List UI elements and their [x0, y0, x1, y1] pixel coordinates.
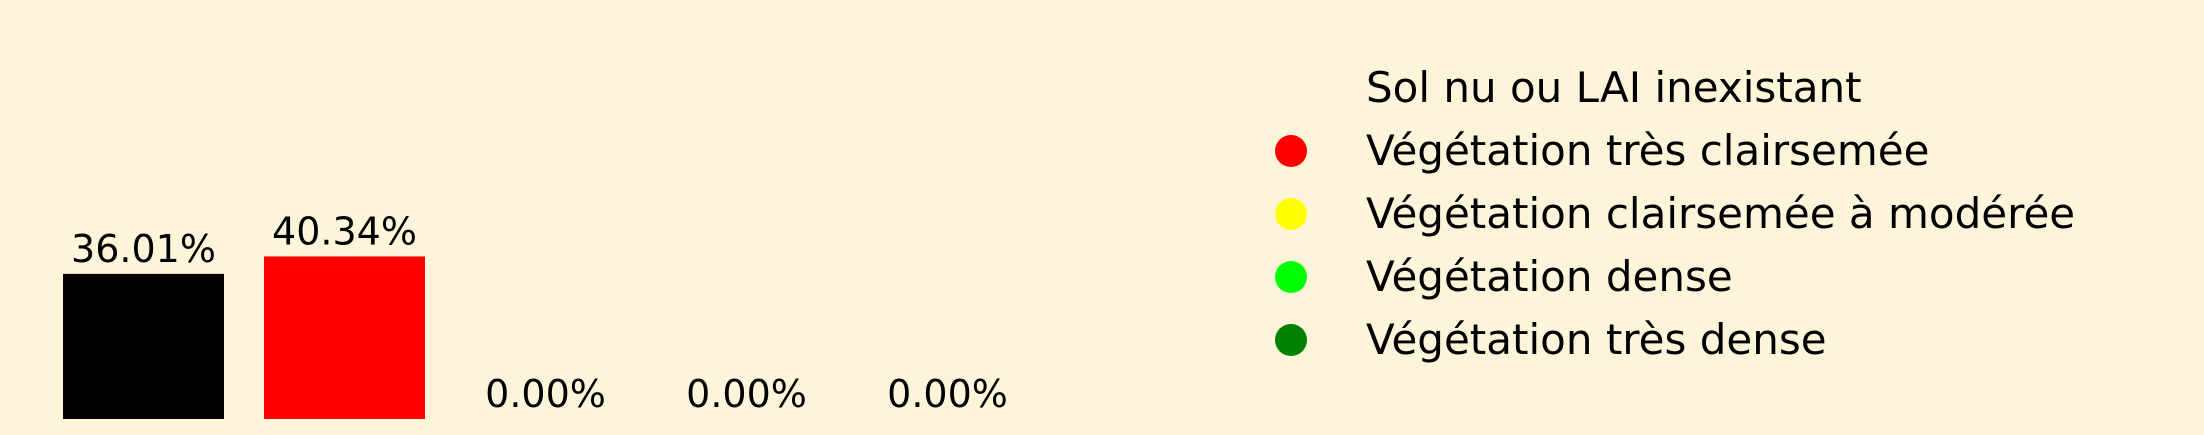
legend: Sol nu ou LAI inexistant Végétation très … [1275, 63, 2075, 364]
legend-marker-5 [1275, 324, 1307, 356]
bars-group [63, 256, 425, 419]
bar-1 [63, 273, 224, 419]
bar-value-label-3: 0.00% [485, 372, 606, 416]
legend-label-1: Sol nu ou LAI inexistant [1366, 63, 1862, 112]
legend-marker-2 [1275, 135, 1307, 167]
legend-marker-4 [1275, 261, 1307, 293]
legend-label-5: Végétation très dense [1366, 315, 1827, 364]
legend-label-2: Végétation très clairsemée [1366, 126, 1929, 175]
bar-value-label-4: 0.00% [686, 372, 807, 416]
bar-2 [264, 256, 425, 419]
legend-label-4: Végétation dense [1366, 252, 1733, 301]
legend-label-3: Végétation clairsemée à modérée [1366, 189, 2075, 238]
bar-value-label-1: 36.01% [71, 227, 216, 271]
bar-value-label-2: 40.34% [272, 209, 417, 253]
legend-marker-3 [1275, 198, 1307, 230]
value-labels-group: 36.01% 40.34% 0.00% 0.00% 0.00% [71, 209, 1008, 416]
bar-value-label-5: 0.00% [887, 372, 1008, 416]
